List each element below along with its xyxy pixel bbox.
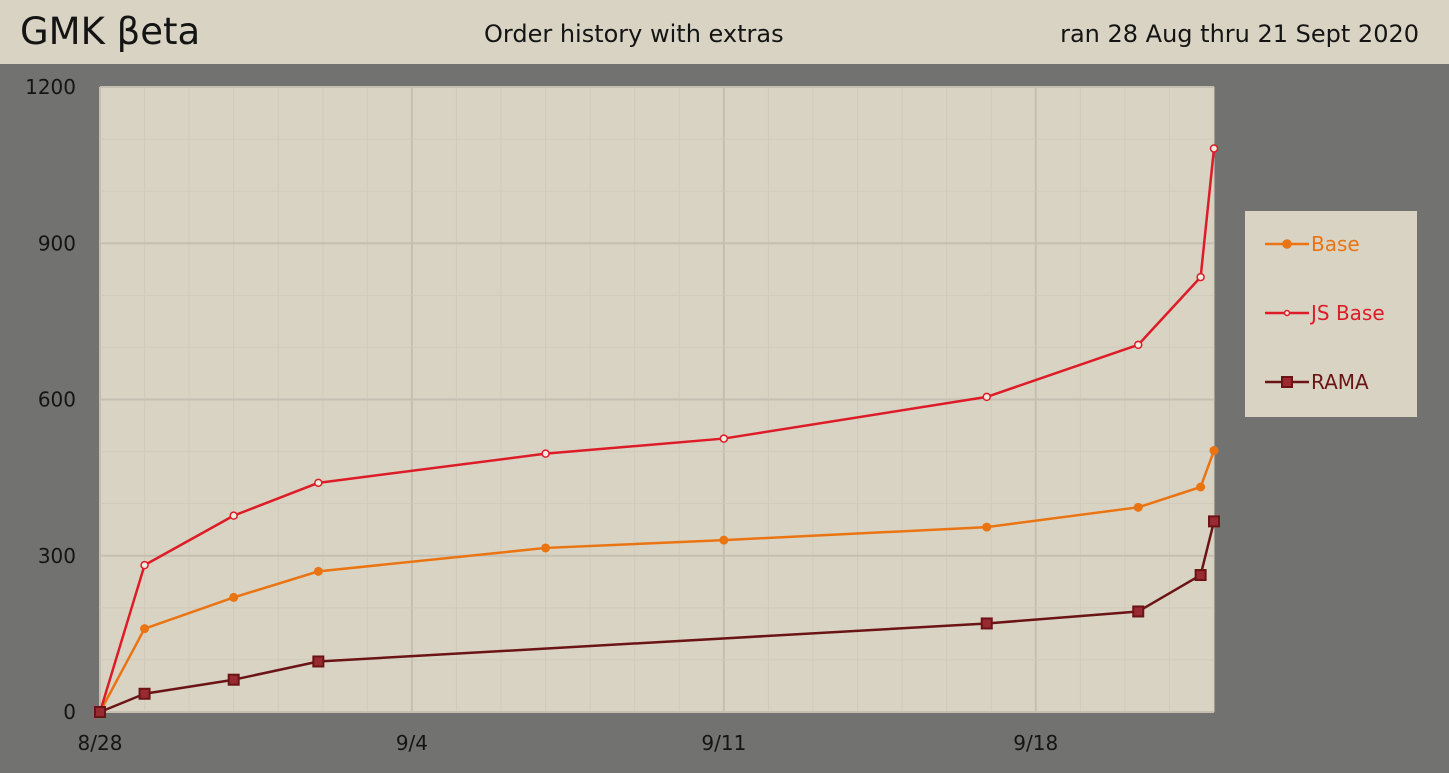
data-point [1133, 502, 1143, 512]
data-point-square [1208, 515, 1220, 528]
data-point [140, 624, 150, 634]
chart-subtitle: Order history with extras [484, 20, 784, 48]
x-tick-label: 8/28 [78, 731, 123, 755]
date-range: ran 28 Aug thru 21 Sept 2020 [1060, 20, 1419, 48]
y-tick-label: 600 [38, 388, 76, 412]
legend-marker [1283, 309, 1291, 317]
data-point-square [980, 617, 993, 630]
legend-label: Base [1311, 232, 1360, 256]
y-tick-label: 0 [63, 700, 76, 724]
data-point [541, 543, 551, 553]
legend-swatch [1265, 309, 1309, 317]
data-point [982, 522, 992, 532]
data-point-hollow [1209, 144, 1219, 153]
x-tick-label: 9/18 [1013, 731, 1058, 755]
data-point-square [1194, 569, 1207, 582]
data-point-square [1132, 605, 1145, 618]
data-point-square [227, 673, 240, 686]
legend-swatch [1265, 376, 1309, 388]
y-tick-label: 1200 [25, 75, 76, 99]
data-point-square [138, 687, 151, 700]
legend-item-js-base: JS Base [1265, 298, 1415, 328]
data-point-hollow [1133, 340, 1143, 350]
data-point-hollow [982, 392, 991, 402]
legend-marker [1282, 239, 1292, 249]
data-point-hollow [314, 478, 323, 488]
x-tick-label: 9/11 [701, 731, 746, 755]
legend-swatch [1265, 239, 1309, 249]
chart-legend: Base JS Base RAMA [1245, 211, 1417, 417]
series-line-rama [99, 521, 1216, 714]
data-point [313, 566, 323, 576]
data-point-hollow [140, 560, 149, 570]
series-line-base [98, 450, 1216, 713]
series-rama [94, 515, 1220, 718]
y-tick-label: 300 [38, 544, 76, 568]
data-point [719, 535, 729, 545]
data-point [229, 592, 239, 602]
data-point-square [312, 655, 325, 668]
series-line-js-base [98, 148, 1216, 713]
x-tick-label: 9/4 [396, 731, 428, 755]
data-point [1209, 446, 1219, 456]
legend-label: RAMA [1311, 370, 1369, 394]
legend-label: JS Base [1311, 301, 1385, 325]
brand-title: GMK βeta [20, 10, 201, 53]
header-bar: GMK βeta Order history with extras ran 2… [0, 0, 1449, 64]
data-point-hollow [719, 434, 729, 443]
legend-item-base: Base [1265, 229, 1415, 259]
data-point-square [94, 706, 106, 718]
data-point-hollow [229, 511, 238, 520]
legend-item-rama: RAMA [1265, 367, 1415, 397]
data-point-hollow [541, 449, 550, 458]
data-point-hollow [1196, 272, 1205, 282]
data-point [1196, 482, 1206, 492]
grid-lines [99, 86, 1215, 713]
legend-marker [1281, 376, 1293, 388]
y-tick-label: 900 [38, 231, 76, 255]
